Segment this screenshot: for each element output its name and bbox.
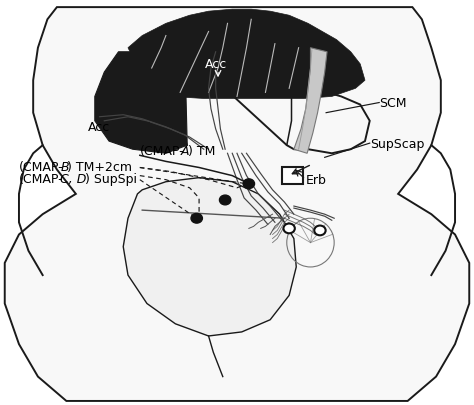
Text: SupScap: SupScap	[370, 137, 424, 150]
Polygon shape	[95, 53, 187, 154]
Text: SCM: SCM	[379, 97, 407, 110]
Polygon shape	[294, 49, 327, 154]
Polygon shape	[5, 8, 469, 401]
Bar	[282, 168, 303, 184]
Polygon shape	[123, 178, 296, 336]
Text: ) TM+2cm: ) TM+2cm	[67, 160, 132, 173]
Text: A: A	[181, 145, 190, 158]
Text: Erb: Erb	[306, 174, 327, 187]
Circle shape	[314, 226, 326, 236]
Polygon shape	[128, 10, 365, 99]
Circle shape	[219, 196, 231, 205]
Text: (CMAP-: (CMAP-	[19, 160, 64, 173]
Circle shape	[243, 179, 255, 189]
Text: Acc: Acc	[205, 58, 227, 71]
Circle shape	[191, 214, 202, 224]
Text: Acc: Acc	[88, 121, 110, 134]
Text: ) SupSpi: ) SupSpi	[85, 173, 137, 185]
Text: (CMAP-: (CMAP-	[140, 145, 184, 158]
Text: ) TM: ) TM	[188, 145, 215, 158]
Text: B: B	[60, 160, 69, 173]
Circle shape	[283, 224, 295, 234]
Text: (CMAP-: (CMAP-	[19, 173, 64, 185]
Polygon shape	[185, 53, 370, 154]
Text: C, D: C, D	[60, 173, 87, 185]
